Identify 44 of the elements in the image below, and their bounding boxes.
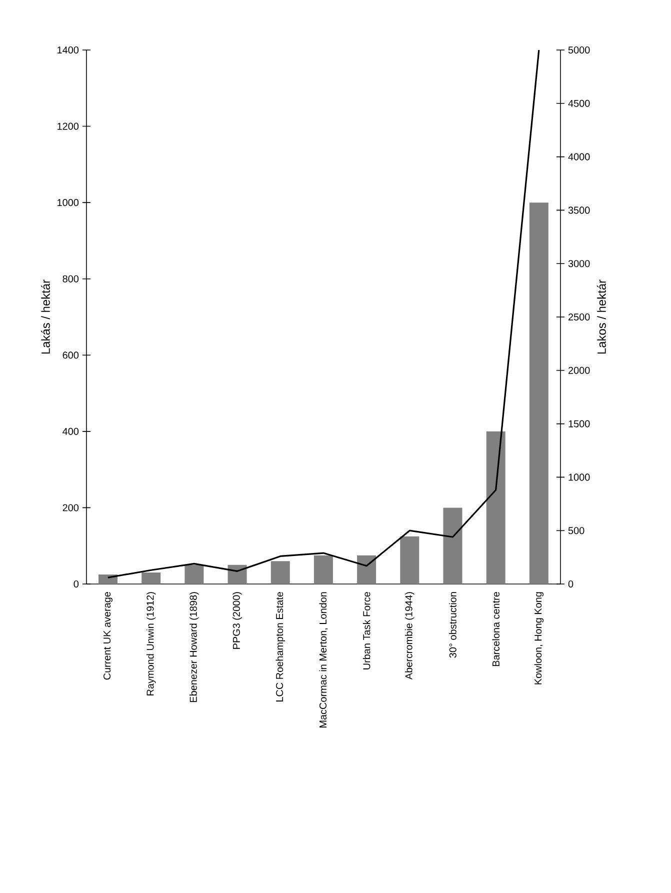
x-tick-label: Raymond Unwin (1912)	[146, 592, 156, 696]
line-series	[107, 50, 540, 578]
y2-tick-label: 3500	[568, 206, 590, 214]
y-tick-label: 600	[62, 352, 79, 359]
y-tick-label: 800	[62, 275, 79, 282]
x-tick-label: Barcelona centre	[492, 592, 500, 666]
y2-tick-label: 2000	[568, 366, 590, 374]
bar	[98, 574, 118, 584]
y-tick-label: 1000	[58, 199, 79, 206]
x-tick-label: Urban Task Force	[362, 592, 370, 670]
bar	[529, 202, 548, 584]
x-tick-label: 30° obstruction	[449, 592, 456, 658]
y2-axis-title: Lakos / hektár	[596, 280, 606, 354]
y2-tick-label: 1000	[568, 474, 590, 481]
bar	[486, 431, 506, 584]
y2-tick-label: 3000	[568, 260, 590, 268]
y2-tick-label: 2500	[568, 313, 590, 321]
y-tick-label: 1200	[58, 122, 79, 130]
x-tick-label: Abercrombie (1944)	[405, 592, 414, 680]
bar	[142, 572, 161, 584]
y2-tick-label: 0	[568, 580, 574, 588]
bar	[443, 508, 462, 584]
y2-tick-label: 5000	[568, 46, 590, 54]
y2-tick-label: 4000	[568, 153, 590, 160]
bar	[228, 564, 247, 584]
bar	[270, 561, 290, 584]
y2-tick-label: 4500	[568, 100, 590, 107]
x-tick-label: Current UK average	[103, 592, 113, 680]
bar	[357, 555, 376, 584]
bar	[184, 564, 204, 584]
y-tick-label: 0	[74, 580, 79, 588]
y2-tick-label: 1500	[568, 420, 590, 428]
y-axis-title: Lakás / hektár	[41, 280, 50, 354]
x-tick-label: MacCormac in Merton, London	[319, 592, 328, 728]
x-tick-label: LCC Roehampton Estate	[276, 592, 286, 702]
y-tick-label: 1400	[58, 46, 79, 54]
y-tick-label: 400	[62, 428, 79, 435]
y-tick-label: 200	[62, 504, 79, 512]
x-tick-label: PPG3 (2000)	[232, 592, 242, 649]
bar	[400, 536, 420, 584]
y2-tick-label: 500	[568, 527, 584, 534]
x-tick-label: Kowloon, Hong Kong	[534, 592, 544, 684]
x-tick-label: Ebenezer Howard (1898)	[190, 592, 199, 702]
bar	[314, 555, 333, 584]
